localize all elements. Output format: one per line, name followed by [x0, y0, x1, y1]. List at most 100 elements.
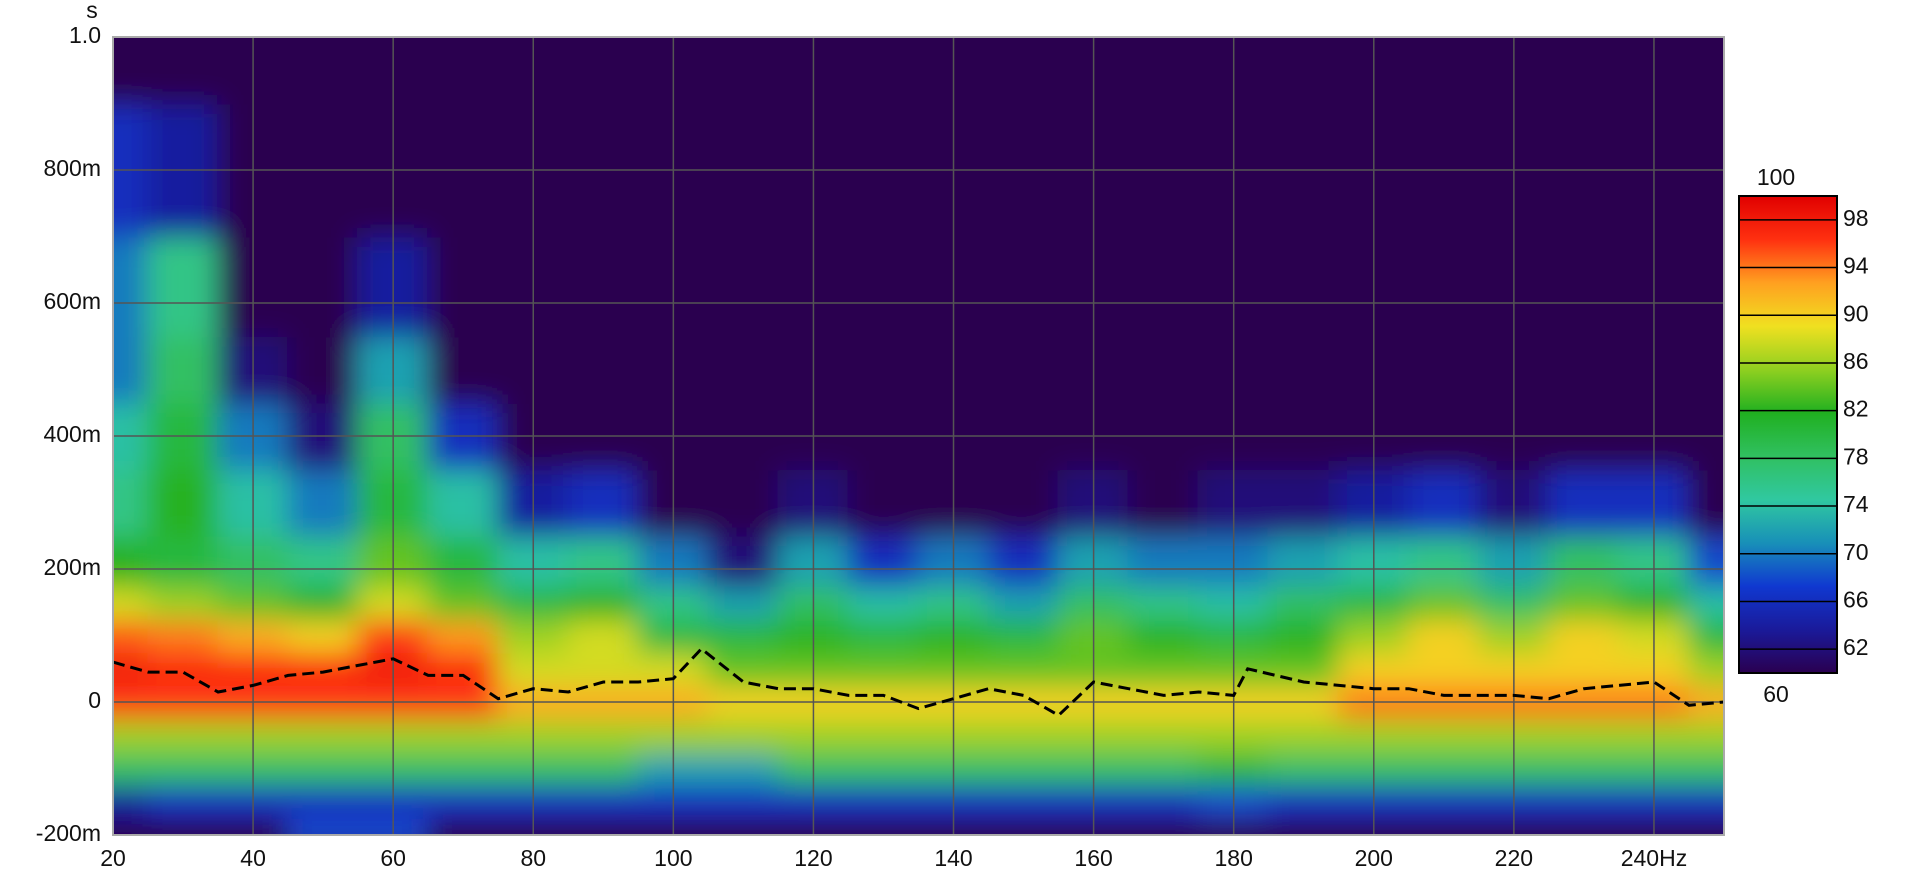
- heatmap-cell: [987, 584, 1060, 620]
- heatmap-cell: [1127, 335, 1200, 404]
- heatmap-cell: [847, 37, 920, 105]
- heatmap-cell: [847, 784, 920, 820]
- heatmap-cell: [1547, 468, 1620, 537]
- x-tick-label: 240Hz: [1621, 845, 1687, 871]
- y-tick-label: 400m: [43, 421, 101, 447]
- heatmap-cell: [113, 534, 150, 587]
- heatmap-cell: [427, 584, 500, 620]
- heatmap-cell: [287, 784, 360, 820]
- heatmap-cell: [987, 468, 1060, 537]
- heatmap-cell: [987, 817, 1060, 835]
- heatmap-cell: [987, 784, 1060, 820]
- y-tick-label: 600m: [43, 288, 101, 314]
- heatmap-cell: [287, 617, 360, 654]
- colorbar-min-label: 60: [1763, 681, 1789, 707]
- x-tick-label: 220: [1495, 845, 1533, 871]
- colorbar-tick-label: 74: [1843, 491, 1869, 517]
- heatmap-cell: [147, 784, 220, 820]
- heatmap-cell: [707, 37, 780, 105]
- heatmap-cell: [1547, 651, 1620, 687]
- heatmap-cell: [427, 37, 500, 105]
- heatmap-cell: [1407, 817, 1480, 835]
- heatmap-cell: [707, 717, 780, 753]
- heatmap-cell: [1547, 817, 1620, 835]
- heatmap-cell: [113, 717, 150, 753]
- heatmap-cell: [1267, 534, 1340, 587]
- heatmap-cell: [113, 37, 150, 105]
- heatmap-cell: [987, 235, 1060, 338]
- heatmap-cell: [1547, 750, 1620, 787]
- heatmap-cell: [987, 617, 1060, 654]
- heatmap-cell: [287, 468, 360, 537]
- heatmap-cell: [1127, 468, 1200, 537]
- heatmap-cell: [147, 584, 220, 620]
- heatmap-cell: [427, 817, 500, 835]
- x-tick-label: 100: [654, 845, 692, 871]
- heatmap-cell: [147, 468, 220, 537]
- x-tick-label: 60: [380, 845, 406, 871]
- heatmap-cell: [987, 37, 1060, 105]
- heatmap-cell: [427, 784, 500, 820]
- heatmap-cell: [567, 468, 640, 537]
- heatmap-cell: [1687, 651, 1724, 687]
- heatmap-cell: [287, 335, 360, 404]
- heatmap-cell: [147, 235, 220, 338]
- x-tick-label: 80: [520, 845, 546, 871]
- heatmap-cell: [707, 617, 780, 654]
- heatmap-cell: [287, 817, 360, 835]
- heatmap-cell: [1687, 584, 1724, 620]
- heatmap-cell: [1127, 784, 1200, 820]
- x-tick-label: 120: [794, 845, 832, 871]
- heatmap-cell: [427, 617, 500, 654]
- heatmap-cell: [427, 235, 500, 338]
- heatmap-cell: [1127, 717, 1200, 753]
- heatmap-cell: [1267, 335, 1340, 404]
- heatmap-cell: [1687, 335, 1724, 404]
- heatmap-cell: [707, 750, 780, 787]
- heatmap-cell: [1407, 784, 1480, 820]
- heatmap-cell: [1687, 717, 1724, 753]
- heatmap-cell: [847, 584, 920, 620]
- heatmap-cell: [113, 784, 150, 820]
- heatmap-cell: [1407, 750, 1480, 787]
- heatmap-cell: [1127, 651, 1200, 687]
- heatmap-cell: [567, 335, 640, 404]
- y-tick-label: -200m: [36, 820, 101, 846]
- heatmap-cell: [567, 717, 640, 753]
- colorbar-tick-label: 62: [1843, 634, 1869, 660]
- heatmap-cell: [287, 750, 360, 787]
- heatmap-cell: [427, 468, 500, 537]
- heatmap-cell: [427, 534, 500, 587]
- heatmap-cell: [707, 651, 780, 687]
- heatmap-cell: [1127, 750, 1200, 787]
- heatmap-cell: [1547, 335, 1620, 404]
- heatmap-cell: [1407, 468, 1480, 537]
- heatmap-cell: [427, 651, 500, 687]
- heatmap-cell: [707, 584, 780, 620]
- heatmap-cell: [847, 235, 920, 338]
- y-tick-label: 0: [88, 687, 101, 713]
- peak-line: [113, 646, 1724, 718]
- heatmap-cell: [1407, 335, 1480, 404]
- heatmap: [113, 37, 1724, 835]
- heatmap-cell: [1687, 784, 1724, 820]
- heatmap-cell: [147, 534, 220, 587]
- heatmap-cell: [707, 235, 780, 338]
- x-tick-label: 20: [100, 845, 126, 871]
- y-tick-label: 800m: [43, 155, 101, 181]
- colorbar-tick-label: 82: [1843, 396, 1869, 422]
- x-tick-label: 160: [1074, 845, 1112, 871]
- colorbar-tick-label: 98: [1843, 205, 1869, 231]
- heatmap-cell: [567, 235, 640, 338]
- heatmap-cell: [987, 750, 1060, 787]
- heatmap-cell: [847, 717, 920, 753]
- heatmap-cell: [1267, 468, 1340, 537]
- heatmap-cell: [113, 750, 150, 787]
- colorbar-tick-label: 94: [1843, 253, 1869, 279]
- heatmap-cell: [567, 37, 640, 105]
- heatmap-cell: [1267, 717, 1340, 753]
- heatmap-cell: [847, 817, 920, 835]
- heatmap-cell: [1547, 37, 1620, 105]
- heatmap-cell: [1687, 817, 1724, 835]
- heatmap-cell: [1407, 235, 1480, 338]
